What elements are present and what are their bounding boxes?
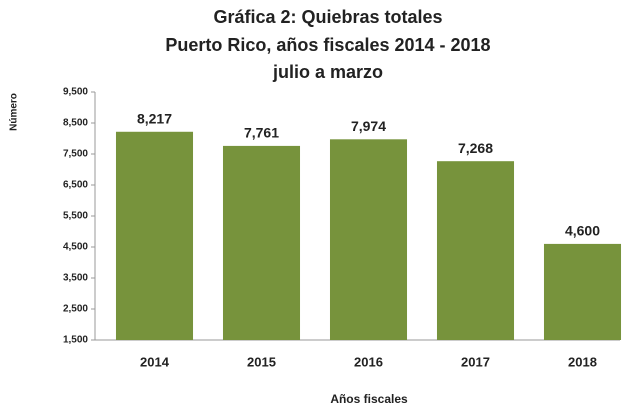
chart-subtitle: Puerto Rico, años fiscales 2014 - 2018 <box>165 35 490 55</box>
chart-title: Gráfica 2: Quiebras totales <box>213 7 442 27</box>
y-tick-label: 1,500 <box>63 335 88 346</box>
value-label: 7,268 <box>458 140 493 156</box>
value-label: 7,974 <box>351 118 386 134</box>
value-label: 8,217 <box>137 110 172 126</box>
y-tick-label: 2,500 <box>63 304 88 315</box>
y-tick-label: 8,500 <box>63 118 88 129</box>
bar <box>543 243 622 340</box>
y-tick-label: 9,500 <box>63 87 88 98</box>
x-axis-label: Años fiscales <box>330 392 408 406</box>
x-tick-label: 2018 <box>568 354 597 369</box>
y-tick-label: 7,500 <box>63 149 88 160</box>
chart-subtitle: julio a marzo <box>272 62 383 82</box>
x-tick-label: 2015 <box>247 354 276 369</box>
y-tick-label: 5,500 <box>63 211 88 222</box>
x-tick-label: 2014 <box>140 354 170 369</box>
y-axis-label: Número <box>9 93 20 131</box>
bar <box>329 139 408 340</box>
value-label: 4,600 <box>565 223 600 239</box>
y-tick-label: 6,500 <box>63 180 88 191</box>
x-tick-label: 2017 <box>461 354 490 369</box>
y-tick-label: 3,500 <box>63 273 88 284</box>
x-tick-label: 2016 <box>354 354 383 369</box>
bar <box>436 161 515 340</box>
value-label: 7,761 <box>244 125 279 141</box>
bar <box>222 145 301 340</box>
y-tick-label: 4,500 <box>63 242 88 253</box>
bar <box>115 131 194 340</box>
